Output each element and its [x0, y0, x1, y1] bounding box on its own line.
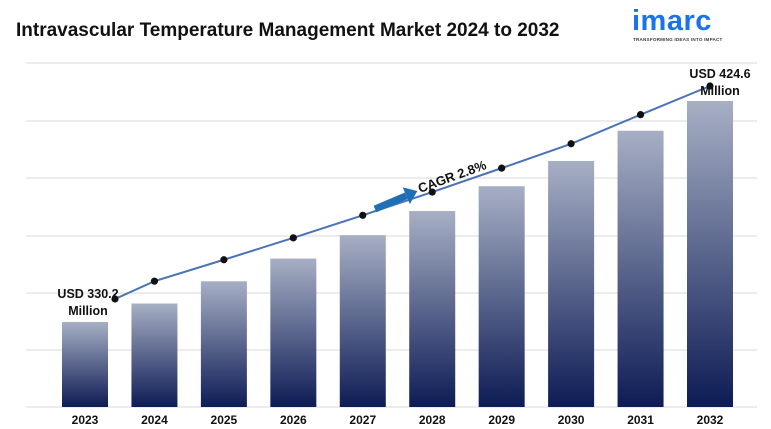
- trend-marker: [359, 211, 367, 219]
- data-labels: USD 330.2 Million USD 424.6 Million: [57, 67, 750, 318]
- logo-wordmark: imarc: [632, 5, 712, 37]
- trend-marker: [636, 111, 645, 119]
- logo-tagline: TRANSFORMING IDEAS INTO IMPACT: [633, 37, 723, 42]
- trend-marker: [111, 295, 119, 303]
- bar-2030: [548, 160, 595, 407]
- bar-2029: [478, 186, 525, 407]
- bar-2023: [62, 322, 108, 407]
- bar-2032: [687, 101, 733, 407]
- bar-2028: [409, 211, 456, 407]
- trend-line: [111, 82, 714, 303]
- trend-marker: [428, 188, 436, 196]
- x-tick-label: 2030: [558, 413, 585, 427]
- bar-2025: [200, 281, 247, 407]
- page-title: Intravascular Temperature Management Mar…: [16, 20, 560, 41]
- cagr-annotation: CAGR 2.8%: [373, 157, 489, 213]
- trend-marker: [150, 277, 159, 285]
- bars: [62, 101, 733, 407]
- imarc-logo: imarc TRANSFORMING IDEAS INTO IMPACT: [632, 4, 752, 44]
- cagr-arrow-icon: [373, 187, 418, 213]
- trend-polyline: [114, 85, 711, 300]
- trend-marker: [706, 82, 714, 90]
- x-tick-label: 2028: [419, 413, 446, 427]
- x-tick-label: 2025: [211, 413, 238, 427]
- x-tick-label: 2032: [697, 413, 724, 427]
- x-tick-label: 2023: [72, 413, 99, 427]
- x-tick-label: 2024: [141, 413, 168, 427]
- data-label-2032: USD 424.6: [689, 67, 750, 81]
- bar-2031: [617, 130, 664, 407]
- x-tick-label: 2031: [627, 413, 654, 427]
- x-tick-label: 2026: [280, 413, 307, 427]
- trend-marker: [289, 234, 297, 242]
- bar-2024: [131, 303, 178, 407]
- x-tick-label: 2027: [349, 413, 376, 427]
- bar-2026: [270, 258, 317, 407]
- data-label-2023-unit: Million: [68, 304, 108, 318]
- bar-2027: [339, 235, 386, 407]
- trend-marker: [498, 164, 506, 172]
- x-axis-ticks: 2023 2024 2025 2026 2027 2028 2029 2030 2031 2032: [72, 413, 724, 427]
- trend-marker: [220, 256, 228, 264]
- x-tick-label: 2029: [488, 413, 515, 427]
- data-label-2023: USD 330.2: [57, 287, 118, 301]
- data-label-2032-unit: Million: [700, 84, 740, 98]
- trend-marker: [567, 140, 575, 148]
